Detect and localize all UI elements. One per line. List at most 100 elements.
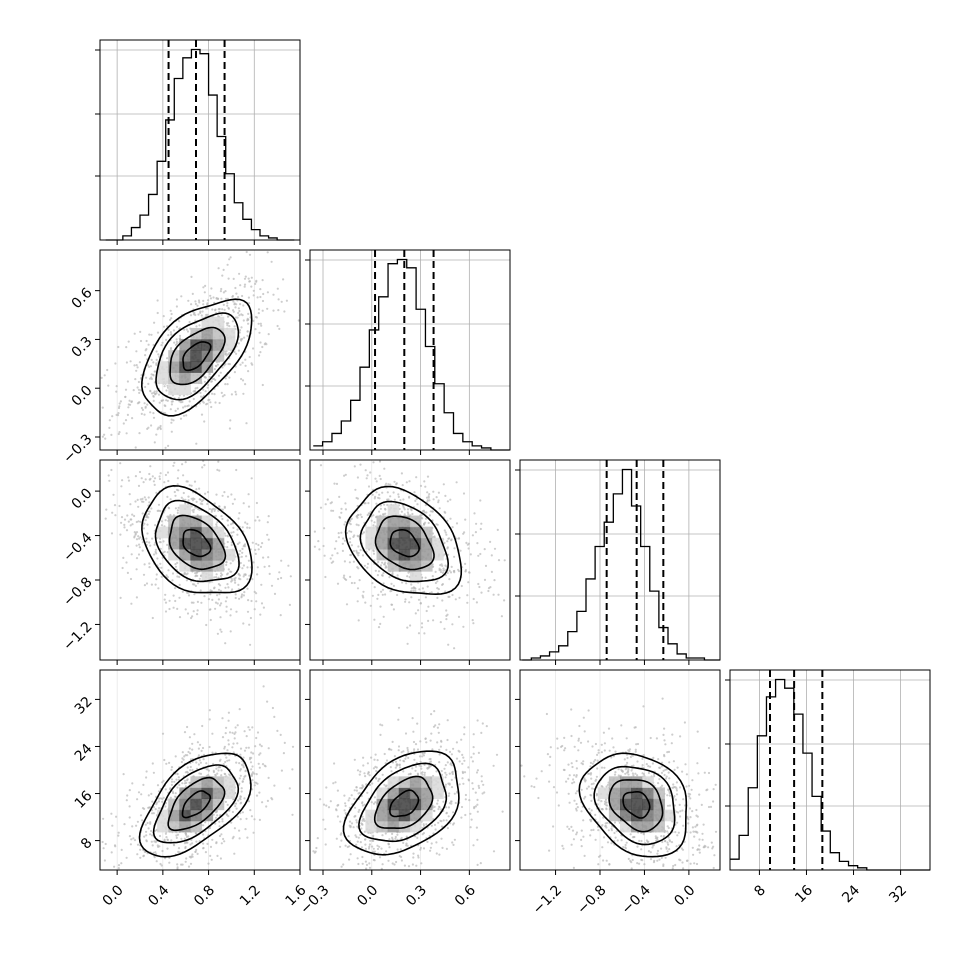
- scatter-point: [152, 475, 154, 477]
- scatter-point: [365, 868, 367, 870]
- scatter-point: [125, 389, 127, 391]
- scatter-point: [228, 258, 230, 260]
- scatter-point: [218, 375, 220, 377]
- scatter-point: [195, 761, 197, 763]
- scatter-point: [372, 514, 374, 516]
- scatter-point: [238, 310, 240, 312]
- scatter-point: [378, 511, 380, 513]
- scatter-point: [375, 778, 377, 780]
- scatter-point: [443, 628, 445, 630]
- scatter-point: [240, 339, 242, 341]
- scatter-point: [165, 447, 167, 449]
- scatter-point: [168, 762, 170, 764]
- scatter-point: [189, 752, 191, 754]
- scatter-point: [246, 527, 248, 529]
- scatter-point: [119, 402, 121, 404]
- scatter-point: [187, 766, 189, 768]
- scatter-point: [104, 438, 106, 440]
- scatter-point: [204, 376, 206, 378]
- scatter-point: [247, 726, 249, 728]
- scatter-point: [371, 782, 373, 784]
- scatter-point: [176, 562, 178, 564]
- scatter-point: [162, 540, 164, 542]
- scatter-point: [435, 523, 437, 525]
- scatter-point: [405, 843, 407, 845]
- scatter-point: [484, 548, 486, 550]
- scatter-point: [133, 364, 135, 366]
- scatter-point: [123, 526, 125, 528]
- scatter-point: [402, 842, 404, 844]
- y-tick-label: −0.8: [60, 574, 95, 609]
- scatter-point: [447, 827, 449, 829]
- density-cell: [190, 538, 202, 550]
- density-cell: [224, 787, 236, 799]
- scatter-point: [430, 740, 432, 742]
- scatter-point: [444, 495, 446, 497]
- scatter-point: [139, 857, 141, 859]
- scatter-point: [165, 519, 167, 521]
- scatter-point: [225, 757, 227, 759]
- scatter-point: [345, 805, 347, 807]
- scatter-point: [177, 483, 179, 485]
- scatter-point: [176, 305, 178, 307]
- scatter-point: [238, 598, 240, 600]
- scatter-point: [258, 308, 260, 310]
- scatter-point: [430, 733, 432, 735]
- scatter-point: [333, 483, 335, 485]
- scatter-point: [480, 528, 482, 530]
- scatter-point: [216, 855, 218, 857]
- scatter-point: [153, 553, 155, 555]
- scatter-point: [253, 832, 255, 834]
- density-cell: [365, 527, 377, 539]
- scatter-point: [171, 579, 173, 581]
- scatter-point: [148, 344, 150, 346]
- scatter-point: [120, 400, 122, 402]
- scatter-point: [325, 805, 327, 807]
- scatter-point: [255, 737, 257, 739]
- scatter-point: [173, 781, 175, 783]
- scatter-point: [165, 474, 167, 476]
- scatter-point: [219, 759, 221, 761]
- scatter-point: [198, 324, 200, 326]
- scatter-point: [166, 357, 168, 359]
- density-cell: [213, 787, 225, 799]
- scatter-point: [223, 304, 225, 306]
- scatter-point: [351, 822, 353, 824]
- scatter-point: [267, 521, 269, 523]
- scatter-point: [273, 716, 275, 718]
- scatter-point: [470, 826, 472, 828]
- scatter-point: [239, 578, 241, 580]
- scatter-point: [407, 751, 409, 753]
- scatter-point: [373, 521, 375, 523]
- scatter-point: [121, 479, 123, 481]
- scatter-point: [248, 506, 250, 508]
- scatter-point: [143, 855, 145, 857]
- scatter-point: [148, 541, 150, 543]
- scatter-point: [366, 477, 368, 479]
- scatter-point: [243, 319, 245, 321]
- scatter-point: [229, 614, 231, 616]
- scatter-point: [203, 464, 205, 466]
- scatter-point: [697, 731, 699, 733]
- scatter-point: [149, 378, 151, 380]
- scatter-point: [136, 798, 138, 800]
- scatter-point: [243, 545, 245, 547]
- scatter-point: [693, 862, 695, 864]
- scatter-point: [463, 492, 465, 494]
- scatter-point: [438, 732, 440, 734]
- scatter-point: [372, 461, 374, 463]
- scatter-point: [373, 848, 375, 850]
- scatter-point: [219, 616, 221, 618]
- scatter-point: [447, 719, 449, 721]
- scatter-point: [234, 306, 236, 308]
- scatter-point: [258, 763, 260, 765]
- scatter-point: [219, 629, 221, 631]
- scatter-point: [202, 310, 204, 312]
- scatter-point: [118, 832, 120, 834]
- scatter-point: [171, 313, 173, 315]
- scatter-point: [149, 478, 151, 480]
- scatter-point: [134, 333, 136, 335]
- scatter-point: [232, 527, 234, 529]
- scatter-point: [227, 739, 229, 741]
- scatter-point: [236, 742, 238, 744]
